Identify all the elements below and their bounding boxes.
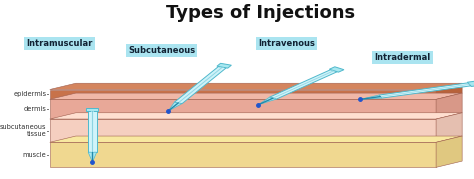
Text: muscle: muscle [23, 152, 46, 158]
Polygon shape [436, 83, 462, 99]
Polygon shape [174, 66, 226, 103]
Polygon shape [88, 152, 97, 162]
Polygon shape [436, 93, 462, 119]
Polygon shape [380, 84, 470, 97]
Polygon shape [273, 71, 334, 98]
Polygon shape [92, 111, 93, 152]
Text: Subcutaneous: Subcutaneous [128, 46, 195, 55]
Text: epidermis: epidermis [13, 91, 46, 97]
Polygon shape [50, 136, 462, 142]
Polygon shape [436, 113, 462, 142]
Polygon shape [168, 102, 182, 111]
Polygon shape [272, 70, 336, 99]
Text: subcutaneous
tissue: subcutaneous tissue [0, 124, 46, 137]
Polygon shape [436, 136, 462, 167]
Polygon shape [380, 84, 470, 97]
Polygon shape [270, 70, 337, 99]
Polygon shape [91, 111, 94, 152]
Polygon shape [178, 67, 223, 103]
Bar [50, 99, 436, 119]
Bar [50, 90, 436, 99]
Polygon shape [88, 111, 97, 152]
Polygon shape [217, 63, 231, 68]
Text: dermis: dermis [24, 106, 46, 112]
Bar [50, 119, 436, 142]
Polygon shape [50, 113, 462, 119]
Polygon shape [176, 67, 224, 103]
Polygon shape [467, 81, 474, 86]
Text: Intravenous: Intravenous [258, 39, 315, 48]
Polygon shape [258, 97, 276, 105]
Polygon shape [50, 83, 462, 90]
Polygon shape [86, 108, 99, 111]
Text: Types of Injections: Types of Injections [166, 4, 355, 23]
Text: Intradermal: Intradermal [374, 53, 431, 62]
Polygon shape [360, 95, 382, 99]
Polygon shape [329, 67, 344, 72]
Polygon shape [379, 83, 471, 98]
Bar [50, 142, 436, 167]
Text: Intramuscular: Intramuscular [26, 39, 92, 48]
Polygon shape [50, 93, 462, 99]
